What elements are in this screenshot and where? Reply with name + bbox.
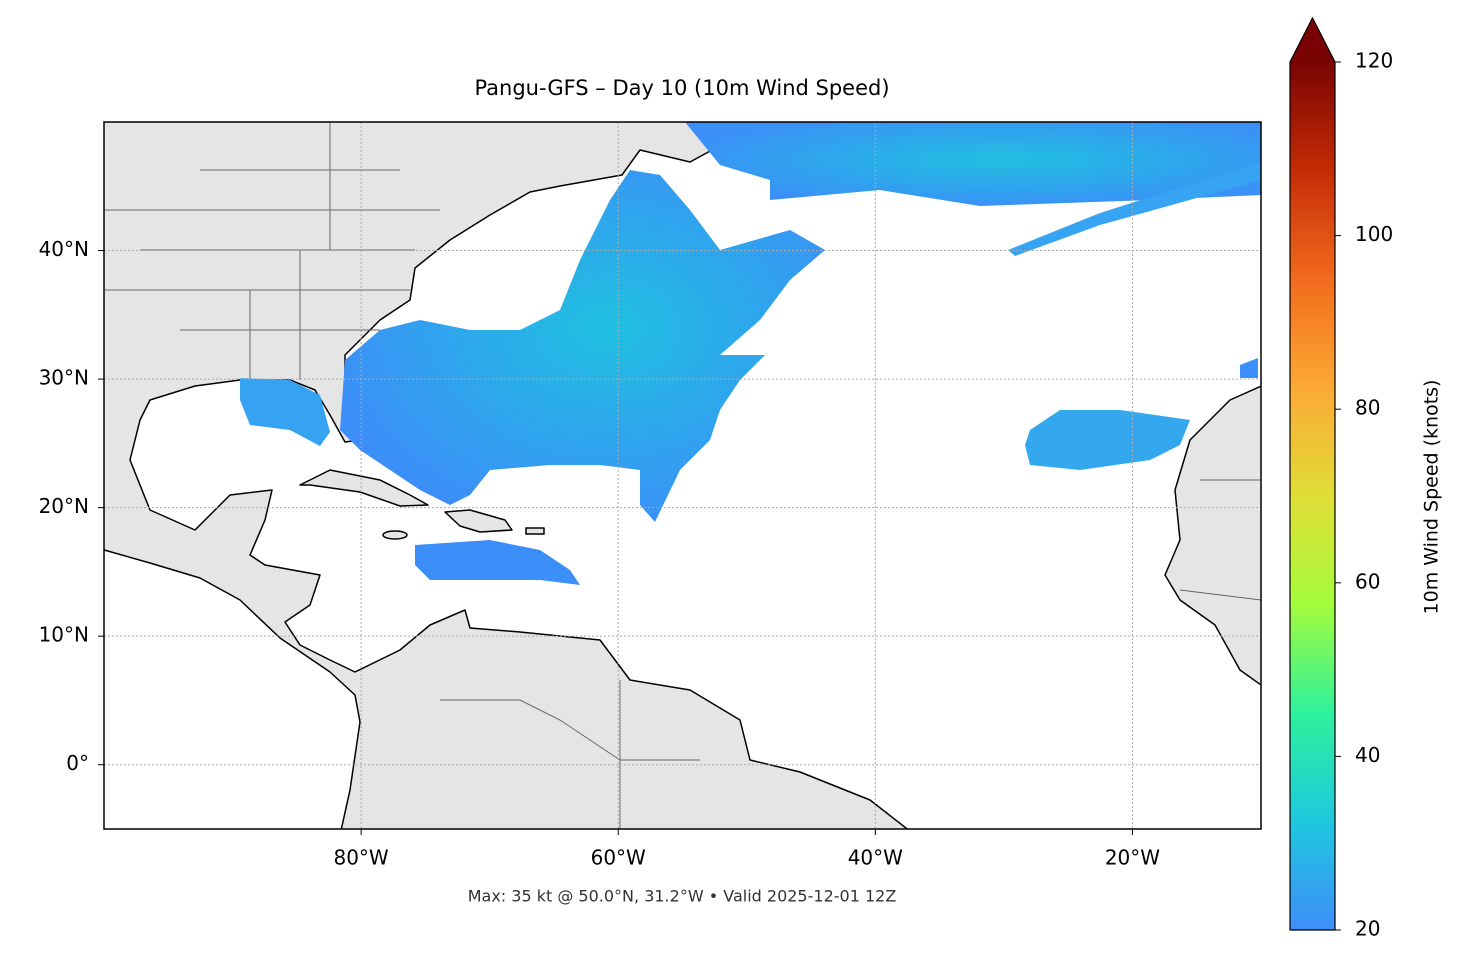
colorbar-tick-label: 80 <box>1355 396 1380 420</box>
wind-region <box>1025 410 1190 470</box>
map-frame <box>103 121 1262 830</box>
lat-tick-label: 0° <box>66 751 89 775</box>
jamaica <box>382 530 408 540</box>
hispaniola <box>444 509 513 533</box>
wind-region <box>415 540 580 585</box>
lon-tick-label: 40°W <box>848 846 903 870</box>
lon-tick-label: 60°W <box>591 846 646 870</box>
americas <box>104 122 909 829</box>
map-title: Pangu-GFS – Day 10 (10m Wind Speed) <box>474 76 889 100</box>
colorbar-tick-label: 40 <box>1355 743 1380 767</box>
lon-tick-label: 80°W <box>333 846 388 870</box>
lon-tick-label: 20°W <box>1105 846 1160 870</box>
colorbar-frame <box>1289 16 1336 931</box>
cuba <box>299 469 429 507</box>
map-area <box>104 122 1261 829</box>
africa <box>1164 385 1261 686</box>
lat-tick-label: 20°N <box>39 494 89 518</box>
colorbar-tick-label: 120 <box>1355 49 1393 73</box>
lat-tick-label: 40°N <box>39 237 89 261</box>
borders <box>104 122 1261 829</box>
puerto-rico <box>525 527 545 535</box>
wind-region <box>685 122 1261 206</box>
colorbar-label: 10m Wind Speed (knots) <box>1421 380 1443 615</box>
wind-region <box>1008 162 1261 256</box>
colorbar-extend <box>1290 18 1335 62</box>
colorbar-tick-label: 100 <box>1355 222 1393 246</box>
lat-tick-label: 30°N <box>39 366 89 390</box>
wind-region <box>240 378 330 446</box>
wind-region <box>340 170 825 522</box>
lat-tick-label: 10°N <box>39 623 89 647</box>
colorbar: 20 40 60 80 100 120 <box>1289 16 1393 941</box>
footer-note: Max: 35 kt @ 50.0°N, 31.2°W • Valid 2025… <box>468 887 897 906</box>
colorbar-gradient <box>1290 62 1335 930</box>
grid: 80°W 60°W 40°W 20°W 0° 10°N 20°N 30°N 40°N <box>39 122 1261 870</box>
colorbar-tick-label: 60 <box>1355 569 1380 593</box>
colorbar-tick-label: 20 <box>1355 917 1380 941</box>
wind-region <box>1240 358 1258 378</box>
